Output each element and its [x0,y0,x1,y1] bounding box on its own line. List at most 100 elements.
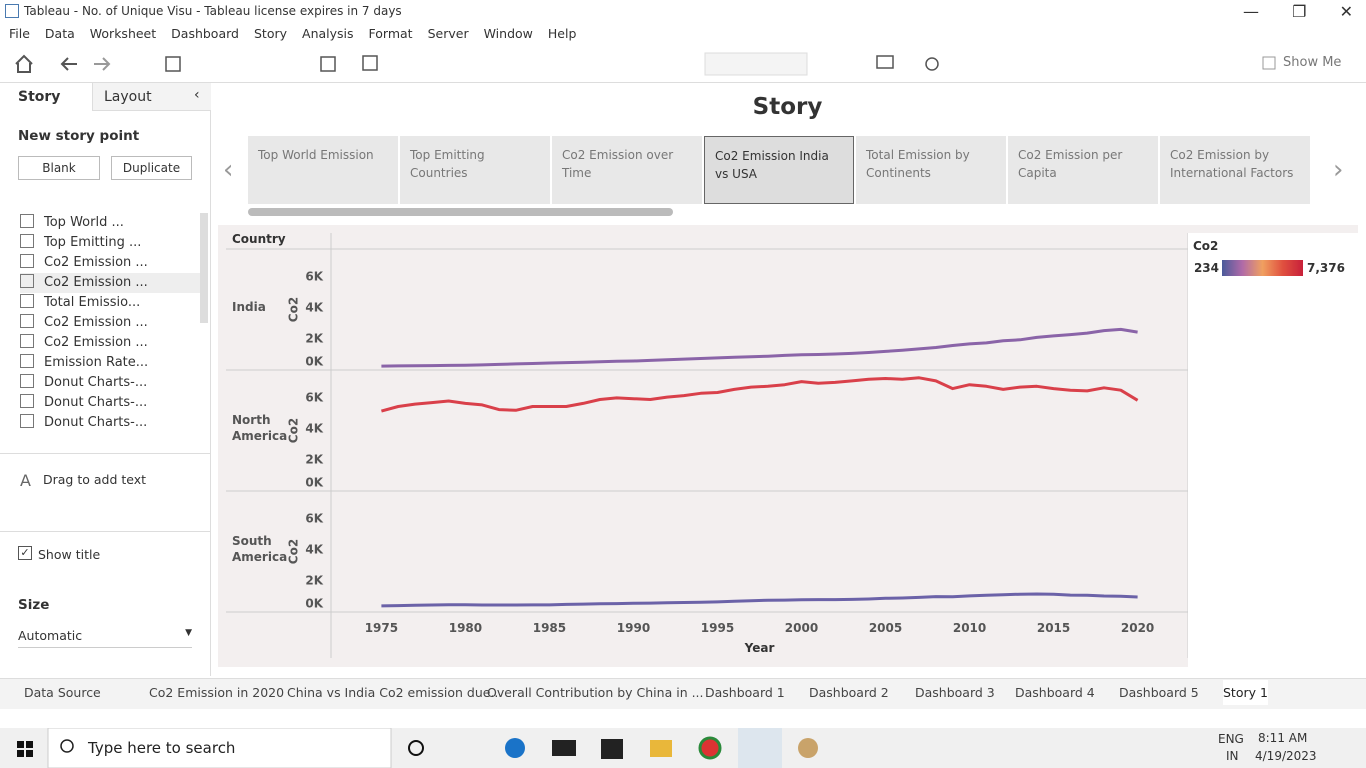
sheet-item[interactable]: Co2 Emission ... [20,273,200,293]
x-axis-title: Year [744,641,775,655]
legend-min: 234 [1194,261,1219,275]
duplicate-button[interactable]: Duplicate [111,156,192,180]
blank-button[interactable]: Blank [18,156,100,180]
home-icon[interactable] [15,54,33,73]
lang[interactable]: ENG [1218,732,1244,746]
legend-title: Co2 [1193,239,1218,253]
show-me-icon[interactable] [1262,56,1276,70]
sheet-item[interactable]: Donut Charts-... [20,413,147,433]
sheet-item[interactable]: Emission Rate... [20,353,148,373]
clock-time[interactable]: 8:11 AM [1258,731,1308,745]
story-point[interactable]: Co2 Emission over Time [552,136,702,204]
new-sheet-icon[interactable] [320,56,336,72]
sheet-name: Donut Charts-... [44,395,148,410]
sheet-tab[interactable]: Dashboard 5 [1119,685,1199,700]
story-point[interactable]: Co2 Emission by International Factors [1160,136,1310,204]
story-point[interactable]: Top World Emission [248,136,398,204]
back-icon[interactable] [60,57,77,71]
search-box[interactable] [47,728,392,768]
prev-arrow[interactable]: ‹ [223,155,234,185]
sheet-tab[interactable]: Dashboard 1 [705,685,785,700]
clock-date[interactable]: 4/19/2023 [1255,749,1317,763]
menu-item[interactable]: File [9,26,30,41]
sheet-item[interactable]: Co2 Emission ... [20,313,148,333]
sheet-name: Top Emitting ... [44,235,142,250]
presentation-icon[interactable] [876,55,894,69]
x-tick-label: 1975 [365,621,398,635]
duplicate-icon[interactable] [362,55,378,71]
story-point[interactable]: Total Emission by Continents [856,136,1006,204]
share-icon[interactable] [925,57,939,71]
story-tab[interactable]: Story [18,89,61,105]
x-tick-label: 1985 [533,621,566,635]
sheet-item[interactable]: Top Emitting ... [20,233,141,253]
x-tick-label: 1995 [701,621,734,635]
cortana[interactable] [408,740,424,756]
size-dropdown[interactable]: Automatic ▼ [18,628,192,648]
menu-item[interactable]: Story [253,26,288,41]
menu-item[interactable]: Help [547,26,577,41]
sheet-item[interactable]: Total Emissio... [20,293,140,313]
tableau-active[interactable] [738,728,782,768]
search-text[interactable]: Type here to search [88,739,236,757]
sheet-tab[interactable]: Dashboard 4 [1015,685,1095,700]
sheet-item[interactable]: Donut Charts-... [20,393,147,413]
story-point[interactable]: Top Emitting Countries [400,136,550,204]
sheet-name: Co2 Emission ... [44,335,148,350]
menu-item[interactable]: Data [44,26,75,41]
story-scrollbar [248,208,673,216]
toolbar-icons [15,52,1276,76]
y-tick-label: 4K [305,542,323,556]
row-label: North America [232,413,288,443]
sheet-tab[interactable]: Co2 Emission in 2020 [149,685,285,700]
search-icon [60,739,74,753]
explorer-icon[interactable] [650,740,672,757]
story-points: Top World Emission Top Emitting Countries… [0,0,1326,210]
menu-item[interactable]: Analysis [302,26,354,41]
window-controls[interactable]: — ❐ ✕ [1243,2,1353,21]
next-arrow[interactable]: › [1333,155,1344,185]
edge-icon[interactable] [505,738,525,758]
menu-item[interactable]: Dashboard [171,26,239,41]
layout-tab[interactable]: Layout [104,89,152,105]
fit-dropdown[interactable] [704,52,808,76]
mail-icon[interactable] [552,740,576,756]
y-tick-label: 2K [305,452,323,466]
sheet-item[interactable]: Donut Charts-... [20,373,147,393]
story-point[interactable]: Co2 Emission India vs USA [704,136,854,204]
sheet-tab[interactable]: Story 1 [1223,680,1268,705]
sheet-tab[interactable]: Overall Contribution by China in ... [487,685,704,700]
chrome-icon[interactable] [698,736,722,760]
forward-icon[interactable] [94,57,111,71]
sheet-icon [20,354,34,368]
sheet-item[interactable]: Co2 Emission ... [20,253,148,273]
story-point[interactable]: Co2 Emission per Capita [1008,136,1158,204]
line [381,376,1139,413]
region[interactable]: IN [1226,749,1239,763]
y-tick-label: 4K [305,300,323,314]
paint-icon[interactable] [798,738,818,758]
menu-item[interactable]: Server [427,26,469,41]
sheet-item[interactable]: Co2 Emission ... [20,333,148,353]
show-title-checkbox[interactable]: ✓ [18,546,32,560]
sheet-tab[interactable]: China vs India Co2 emission due... [287,685,503,700]
sheet-tab[interactable]: Dashboard 2 [809,685,889,700]
store-icon[interactable] [601,739,623,759]
sheet-tab[interactable]: Data Source [24,685,101,700]
start-button[interactable] [17,741,33,757]
text-icon: A [20,471,31,490]
sheet-tab[interactable]: Dashboard 3 [915,685,995,700]
menu-item[interactable]: Worksheet [89,26,157,41]
drag-text[interactable]: Drag to add text [43,472,147,487]
collapse[interactable]: ‹ [194,87,200,103]
sheet-icon [20,234,34,248]
menu-item[interactable]: Window [483,26,533,41]
save-icon[interactable] [165,56,181,72]
x-tick-label: 2015 [1037,621,1070,635]
taskbar: Type here to search ENG IN 8:11 AM 4/19/… [0,728,1366,768]
y-tick-label: 0K [305,597,323,611]
show-me[interactable]: Show Me [1283,55,1342,70]
sheet-item[interactable]: Top World ... [20,213,124,233]
menu-item[interactable]: Format [368,26,413,41]
sheet-name: Co2 Emission ... [44,255,148,270]
